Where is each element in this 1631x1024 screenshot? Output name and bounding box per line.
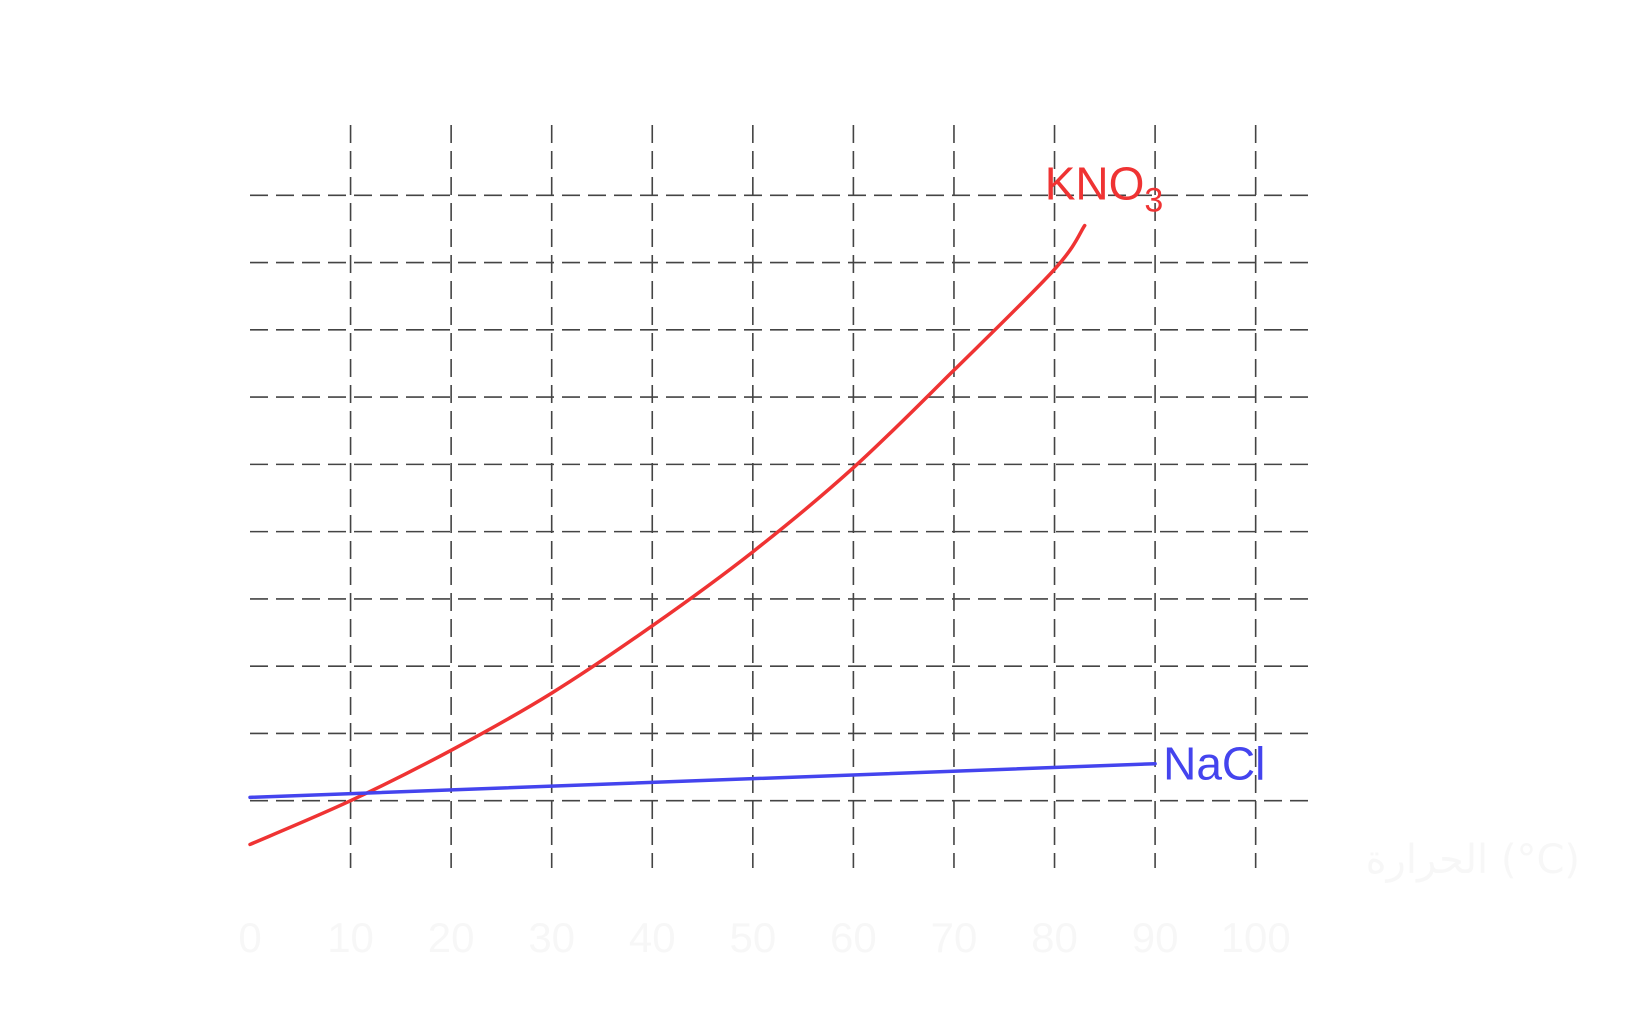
series-label-kno3-sub: 3 <box>1144 182 1163 220</box>
series-label-kno3: KNO3 <box>1045 158 1164 220</box>
x-tick-label-80: 80 <box>1031 914 1078 961</box>
x-tick-label-60: 60 <box>830 914 877 961</box>
x-tick-label-0: 0 <box>238 914 261 961</box>
series-label-nacl: NaCl <box>1163 738 1265 790</box>
x-tick-label-10: 10 <box>327 914 374 961</box>
x-tick-label-30: 30 <box>528 914 575 961</box>
series-line-nacl <box>248 761 1157 800</box>
x-tick-label-100: 100 <box>1221 914 1291 961</box>
x-tick-label-70: 70 <box>931 914 978 961</box>
series-line-kno3 <box>248 223 1087 847</box>
x-tick-labels: 0 10 20 30 40 50 60 70 80 90 100 <box>238 914 1290 961</box>
x-tick-label-90: 90 <box>1132 914 1179 961</box>
series-label-kno3-main: KNO <box>1045 158 1145 210</box>
x-tick-label-20: 20 <box>428 914 475 961</box>
series-labels: KNO3 NaCl <box>1045 158 1266 790</box>
x-tick-label-40: 40 <box>629 914 676 961</box>
vertical-gridlines <box>349 125 1257 868</box>
series-lines <box>248 223 1157 847</box>
x-tick-label-50: 50 <box>729 914 776 961</box>
x-axis-label: الحرارة (°C) <box>1366 837 1580 883</box>
horizontal-gridlines <box>250 194 1316 802</box>
